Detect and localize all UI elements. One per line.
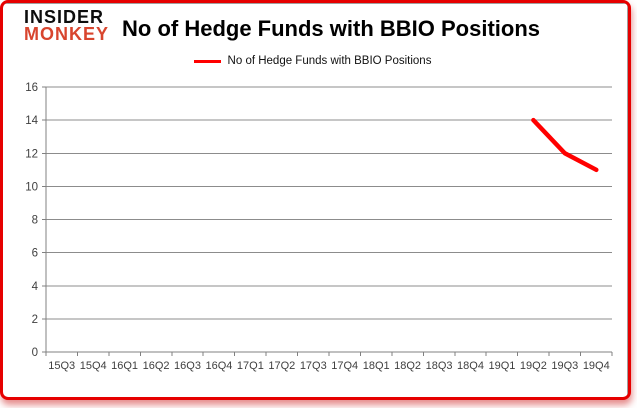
- y-tick-label: 16: [25, 82, 38, 94]
- series-line: [531, 117, 599, 173]
- logo-text-monkey: MONKEY: [24, 23, 110, 44]
- legend-label: No of Hedge Funds with BBIO Positions: [227, 55, 432, 67]
- legend-line-marker: [193, 59, 221, 63]
- y-tick-label: 12: [25, 148, 38, 160]
- line-chart: 0 2 4 6 8 10 12 14 16 15Q3 15Q4 16Q1 16Q2 16Q3 16Q4 17Q…: [25, 82, 613, 372]
- x-tick-label: 15Q4: [80, 360, 107, 372]
- legend: No of Hedge Funds with BBIO Positions: [3, 55, 622, 67]
- x-tick-label: 19Q3: [551, 360, 578, 372]
- x-tick-label: 16Q2: [143, 360, 170, 372]
- chart-card: INSIDER MONKEY No of Hedge Funds with BB…: [0, 0, 631, 400]
- x-tick-label: 18Q2: [394, 360, 421, 372]
- x-tick-label: 17Q4: [331, 360, 358, 372]
- x-tick-label: 17Q3: [300, 360, 327, 372]
- x-tick-label: 18Q4: [457, 360, 484, 372]
- x-tick-label: 17Q2: [268, 360, 295, 372]
- x-tick-label: 19Q1: [488, 360, 515, 372]
- y-tick-label: 8: [32, 215, 38, 227]
- y-tick-label: 4: [32, 281, 39, 293]
- chart-title: No of Hedge Funds with BBIO Positions: [122, 16, 540, 41]
- y-tick-label: 6: [32, 248, 38, 260]
- x-tick-label: 18Q1: [363, 360, 390, 372]
- x-tick-label: 16Q4: [205, 360, 232, 372]
- x-tick-label: 19Q4: [583, 360, 610, 372]
- x-tick-label: 16Q3: [174, 360, 201, 372]
- y-tick-label: 0: [32, 347, 38, 359]
- logo-text-insider: INSIDER: [24, 7, 105, 27]
- insider-monkey-logo: INSIDER MONKEY: [24, 7, 110, 44]
- x-tick-label: 18Q3: [426, 360, 453, 372]
- y-tick-label: 10: [25, 181, 38, 193]
- x-tick-label: 15Q3: [48, 360, 75, 372]
- x-tick-label: 19Q2: [520, 360, 547, 372]
- y-tick-label: 14: [25, 115, 38, 127]
- x-tick-label: 17Q1: [237, 360, 264, 372]
- y-tick-label: 2: [32, 314, 38, 326]
- x-tick-label: 16Q1: [111, 360, 138, 372]
